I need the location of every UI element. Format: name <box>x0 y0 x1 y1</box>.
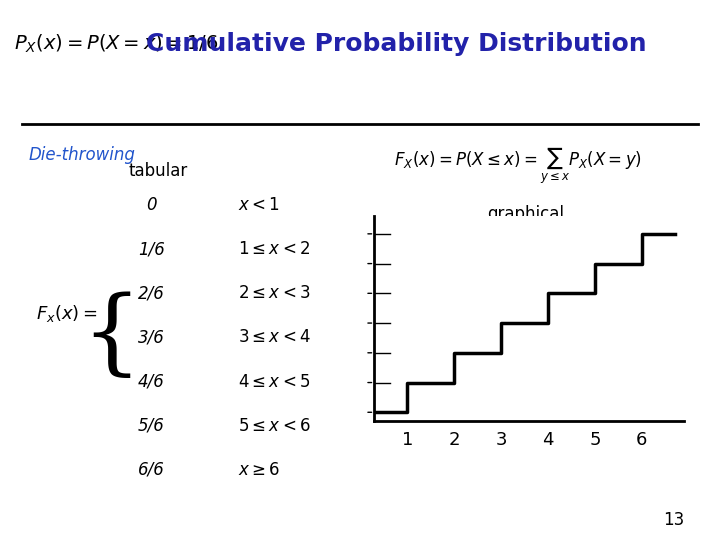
Text: $x \geq 6$: $x \geq 6$ <box>238 461 280 479</box>
Text: graphical: graphical <box>487 205 564 223</box>
Text: tabular: tabular <box>129 162 188 180</box>
Text: $3 \leq x < 4$: $3 \leq x < 4$ <box>238 328 310 347</box>
Text: 4/6: 4/6 <box>138 373 165 390</box>
Text: 3/6: 3/6 <box>138 328 165 347</box>
Text: {: { <box>81 293 142 382</box>
Text: $5 \leq x < 6$: $5 \leq x < 6$ <box>238 417 310 435</box>
Text: $4 \leq x < 5$: $4 \leq x < 5$ <box>238 373 310 390</box>
Text: $F_X(x) = P(X \leq x) = \sum_{y \leq x} P_X(X = y)$: $F_X(x) = P(X \leq x) = \sum_{y \leq x} … <box>395 146 642 186</box>
Text: 5/6: 5/6 <box>138 417 165 435</box>
Text: 2/6: 2/6 <box>138 285 165 302</box>
Text: $P_X(x) = P(X = x) = 1/6$: $P_X(x) = P(X = x) = 1/6$ <box>14 32 219 55</box>
Text: 0: 0 <box>146 196 156 214</box>
Text: $F_x(x)=$: $F_x(x)=$ <box>36 303 98 323</box>
Text: Cumulative Probability Distribution: Cumulative Probability Distribution <box>145 32 647 56</box>
Text: Die-throwing: Die-throwing <box>29 146 135 164</box>
Text: 13: 13 <box>662 511 684 529</box>
Text: 1/6: 1/6 <box>138 240 165 258</box>
Text: $2 \leq x < 3$: $2 \leq x < 3$ <box>238 285 310 302</box>
Text: 6/6: 6/6 <box>138 461 165 479</box>
Text: $x < 1$: $x < 1$ <box>238 196 279 214</box>
Text: $1 \leq x < 2$: $1 \leq x < 2$ <box>238 240 310 258</box>
